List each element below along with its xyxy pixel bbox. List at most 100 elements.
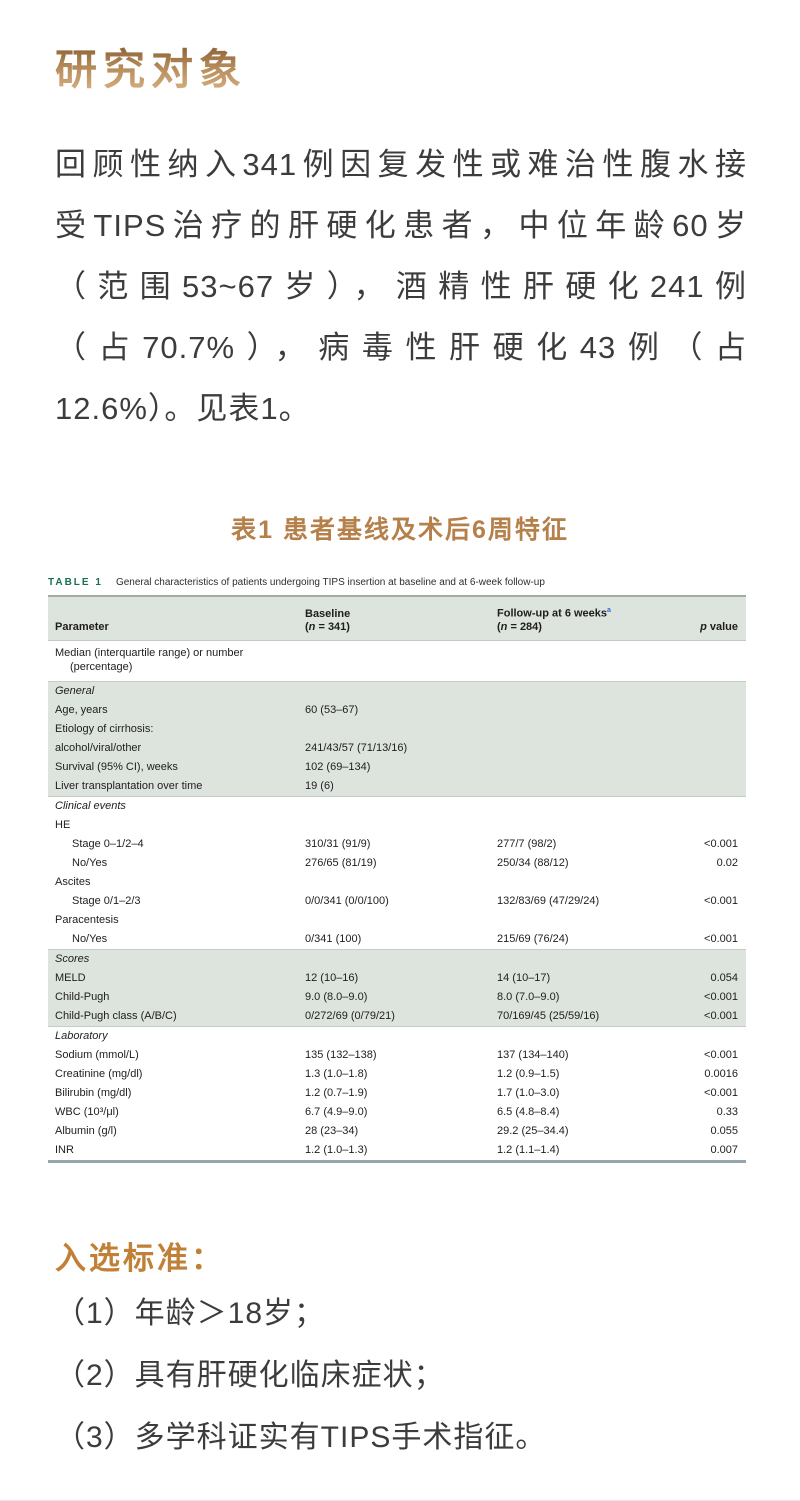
criteria-item: （1）年龄＞18岁；	[55, 1297, 326, 1330]
cell-parameter: Liver transplantation over time	[48, 776, 305, 797]
table-row: Laboratory	[48, 1025, 746, 1046]
cell-followup	[497, 719, 660, 739]
cell-pvalue: <0.001	[704, 1048, 738, 1061]
cell-pvalue	[660, 948, 746, 969]
cell-followup: 277/7 (98/2)	[497, 837, 557, 850]
cell-baseline: 19 (6)	[305, 776, 497, 797]
cell-baseline: 1.3 (1.0–1.8)	[305, 1067, 368, 1080]
cell-followup: 1.2 (0.9–1.5)	[497, 1067, 560, 1080]
cell-followup	[497, 680, 660, 701]
intro-line: 12.6%）。见表1。	[55, 391, 311, 426]
table-note-line1: Median (interquartile range) or number	[55, 646, 244, 659]
table-header-row: Parameter Baseline (n = 341) Follow-up a…	[48, 596, 746, 641]
cell-pvalue: <0.001	[660, 1006, 746, 1027]
cell-baseline	[305, 1025, 497, 1046]
table-row: No/Yes 276/65 (81/19) 250/34 (88/12) 0.0…	[48, 854, 746, 873]
cell-pvalue: <0.001	[704, 894, 738, 907]
cell-pvalue: <0.001	[704, 1086, 738, 1099]
intro-line: （范围53~67岁），酒精性肝硬化241例	[55, 269, 747, 304]
cell-followup: 29.2 (25–34.4)	[497, 1124, 569, 1137]
cell-pvalue	[660, 911, 746, 930]
table-row: MELD 12 (10–16) 14 (10–17) 0.054	[48, 968, 746, 988]
table-row: HE	[48, 816, 746, 835]
cell-parameter: General	[48, 680, 305, 701]
cell-parameter: Child-Pugh	[48, 987, 305, 1007]
cell-parameter: Sodium (mmol/L)	[55, 1048, 139, 1061]
cell-parameter: Survival (95% CI), weeks	[48, 757, 305, 777]
cell-followup: 1.2 (1.1–1.4)	[497, 1143, 560, 1156]
cell-pvalue: 0.0016	[704, 1067, 738, 1080]
cell-baseline: 241/43/57 (71/13/16)	[305, 738, 497, 758]
table-row: General	[48, 680, 746, 701]
intro-paragraph: 回顾性纳入341例因复发性或难治性腹水接 受TIPS治疗的肝硬化患者，中位年龄6…	[55, 134, 747, 439]
cell-parameter: Etiology of cirrhosis:	[48, 719, 305, 739]
cell-followup	[497, 948, 660, 969]
cell-baseline	[305, 873, 497, 892]
cell-pvalue	[660, 738, 746, 758]
cell-pvalue: 0.007	[710, 1143, 738, 1156]
cell-baseline	[305, 911, 497, 930]
cell-pvalue	[660, 776, 746, 797]
footnote-marker-a: a	[607, 607, 611, 614]
table-note-line2: (percentage)	[70, 660, 133, 673]
cell-pvalue: <0.001	[704, 932, 738, 945]
table-row: Sodium (mmol/L) 135 (132–138) 137 (134–1…	[48, 1046, 746, 1065]
table-row: Creatinine (mg/dl) 1.3 (1.0–1.8) 1.2 (0.…	[48, 1065, 746, 1084]
table-row: INR 1.2 (1.0–1.3) 1.2 (1.1–1.4) 0.007	[48, 1141, 746, 1162]
cell-pvalue	[660, 680, 746, 701]
cell-baseline	[305, 680, 497, 701]
column-header-parameter: Parameter	[48, 596, 305, 641]
cell-parameter: Stage 0/1–2/3	[72, 894, 141, 907]
cell-followup: 8.0 (7.0–9.0)	[497, 987, 660, 1007]
cell-parameter: Laboratory	[48, 1025, 305, 1046]
cell-followup	[497, 816, 660, 835]
table-row: No/Yes 0/341 (100) 215/69 (76/24) <0.001	[48, 930, 746, 950]
cell-parameter: Ascites	[55, 875, 91, 888]
cell-followup: 14 (10–17)	[497, 968, 660, 988]
cell-parameter: Clinical events	[48, 795, 305, 816]
cell-pvalue	[660, 1025, 746, 1046]
cell-baseline: 60 (53–67)	[305, 700, 497, 720]
cell-followup: 250/34 (88/12)	[497, 856, 569, 869]
cell-baseline: 9.0 (8.0–9.0)	[305, 987, 497, 1007]
cell-followup: 132/83/69 (47/29/24)	[497, 894, 600, 907]
cell-followup: 215/69 (76/24)	[497, 932, 569, 945]
cell-followup: 1.7 (1.0–3.0)	[497, 1086, 560, 1099]
table-row: Ascites	[48, 873, 746, 892]
cell-followup	[497, 1025, 660, 1046]
cell-followup	[497, 757, 660, 777]
criteria-item: （3）多学科证实有TIPS手术指征。	[55, 1421, 547, 1454]
column-header-baseline: Baseline (n = 341)	[305, 596, 497, 641]
table-row: Etiology of cirrhosis:	[48, 719, 746, 739]
cell-parameter: INR	[55, 1143, 74, 1156]
table-row: Paracentesis	[48, 911, 746, 930]
cell-baseline	[305, 816, 497, 835]
table-row: alcohol/viral/other 241/43/57 (71/13/16)	[48, 738, 746, 758]
cell-baseline: 0/0/341 (0/0/100)	[305, 894, 389, 907]
cell-baseline: 0/272/69 (0/79/21)	[305, 1006, 497, 1027]
cell-baseline	[305, 795, 497, 816]
table-row: Child-Pugh 9.0 (8.0–9.0) 8.0 (7.0–9.0) <…	[48, 987, 746, 1007]
table-row: Bilirubin (mg/dl) 1.2 (0.7–1.9) 1.7 (1.0…	[48, 1084, 746, 1103]
cell-parameter: Bilirubin (mg/dl)	[55, 1086, 132, 1099]
cell-parameter: No/Yes	[72, 856, 108, 869]
cell-parameter: Age, years	[48, 700, 305, 720]
cell-baseline: 28 (23–34)	[305, 1124, 359, 1137]
cell-pvalue	[660, 700, 746, 720]
cell-baseline	[305, 948, 497, 969]
cell-parameter: Paracentesis	[55, 913, 119, 926]
cell-parameter: Stage 0–1/2–4	[72, 837, 144, 850]
table-row: Child-Pugh class (A/B/C) 0/272/69 (0/79/…	[48, 1006, 746, 1027]
table-row: Albumin (g/l) 28 (23–34) 29.2 (25–34.4) …	[48, 1122, 746, 1141]
cell-followup: 137 (134–140)	[497, 1048, 569, 1061]
cell-baseline: 1.2 (0.7–1.9)	[305, 1086, 368, 1099]
cell-followup: 6.5 (4.8–8.4)	[497, 1105, 560, 1118]
table-title-chinese: 表1 患者基线及术后6周特征	[231, 516, 569, 544]
cell-baseline: 310/31 (91/9)	[305, 837, 371, 850]
cell-baseline: 102 (69–134)	[305, 757, 497, 777]
cell-followup: 70/169/45 (25/59/16)	[497, 1006, 660, 1027]
cell-parameter: MELD	[48, 968, 305, 988]
table-caption: TABLE 1 General characteristics of patien…	[48, 577, 746, 588]
table-row: Stage 0–1/2–4 310/31 (91/9) 277/7 (98/2)…	[48, 835, 746, 854]
